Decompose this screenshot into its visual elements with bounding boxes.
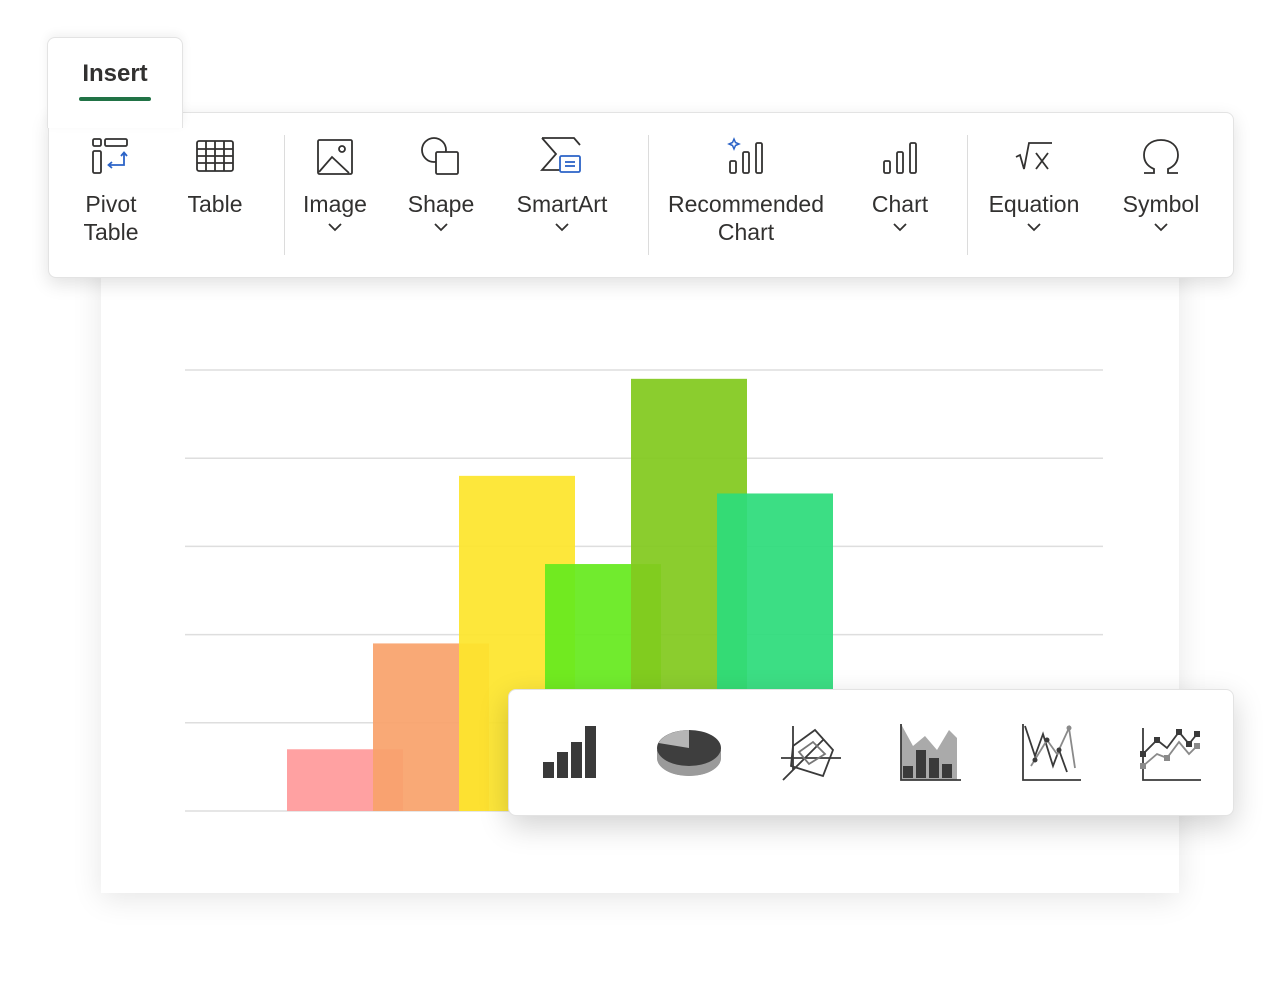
chevron-down-icon — [1027, 223, 1041, 232]
smartart-button[interactable]: SmartArt — [512, 133, 612, 234]
chart-label: Chart — [871, 191, 929, 217]
chart-type-picker — [508, 689, 1234, 816]
area-chart-icon[interactable] — [899, 720, 963, 784]
equation-icon — [1015, 142, 1052, 170]
pivot-table-button[interactable]: Pivot Table — [71, 133, 151, 246]
chevron-down-icon — [1154, 223, 1168, 232]
symbol-icon — [1143, 139, 1179, 174]
equation-button[interactable]: Equation — [979, 133, 1089, 234]
pie-chart-icon[interactable] — [657, 720, 721, 784]
chart-icon — [883, 142, 917, 174]
smartart-label: SmartArt — [516, 191, 608, 217]
table-label: Table — [187, 191, 243, 217]
tab-insert[interactable]: Insert — [47, 37, 183, 128]
smartart-icon — [540, 137, 581, 173]
image-button[interactable]: Image — [295, 133, 375, 234]
pivot-table-icon — [92, 138, 128, 174]
image-label: Image — [303, 191, 367, 217]
radar-chart-icon[interactable] — [779, 720, 843, 784]
equation-label: Equation — [988, 191, 1080, 217]
shape-button[interactable]: Shape — [401, 133, 481, 234]
chevron-down-icon — [434, 223, 448, 232]
chevron-down-icon — [328, 223, 342, 232]
image-icon — [317, 139, 353, 175]
pivot-table-label: Pivot Table — [83, 191, 139, 245]
recommended-chart-label: Recommended Chart — [668, 191, 824, 245]
chevron-down-icon — [555, 223, 569, 232]
shape-icon — [421, 137, 459, 175]
recommended-chart-icon — [727, 137, 763, 174]
tab-insert-label: Insert — [82, 60, 148, 87]
ribbon-separator — [648, 135, 649, 255]
table-icon — [196, 140, 234, 172]
symbol-button[interactable]: Symbol — [1116, 133, 1206, 234]
table-button[interactable]: Table — [175, 133, 255, 218]
insert-ribbon: Pivot Table Table Image — [48, 112, 1234, 278]
active-tab-indicator — [79, 97, 151, 101]
chevron-down-icon — [893, 223, 907, 232]
ribbon-separator — [967, 135, 968, 255]
chart-button[interactable]: Chart — [860, 133, 940, 234]
symbol-label: Symbol — [1122, 191, 1200, 217]
recommended-chart-button[interactable]: Recommended Chart — [661, 133, 831, 246]
line-markers-chart-icon[interactable] — [1139, 720, 1203, 784]
column-chart-icon[interactable] — [539, 720, 603, 784]
shape-label: Shape — [407, 191, 475, 217]
ribbon-separator — [284, 135, 285, 255]
line-chart-icon[interactable] — [1019, 720, 1083, 784]
